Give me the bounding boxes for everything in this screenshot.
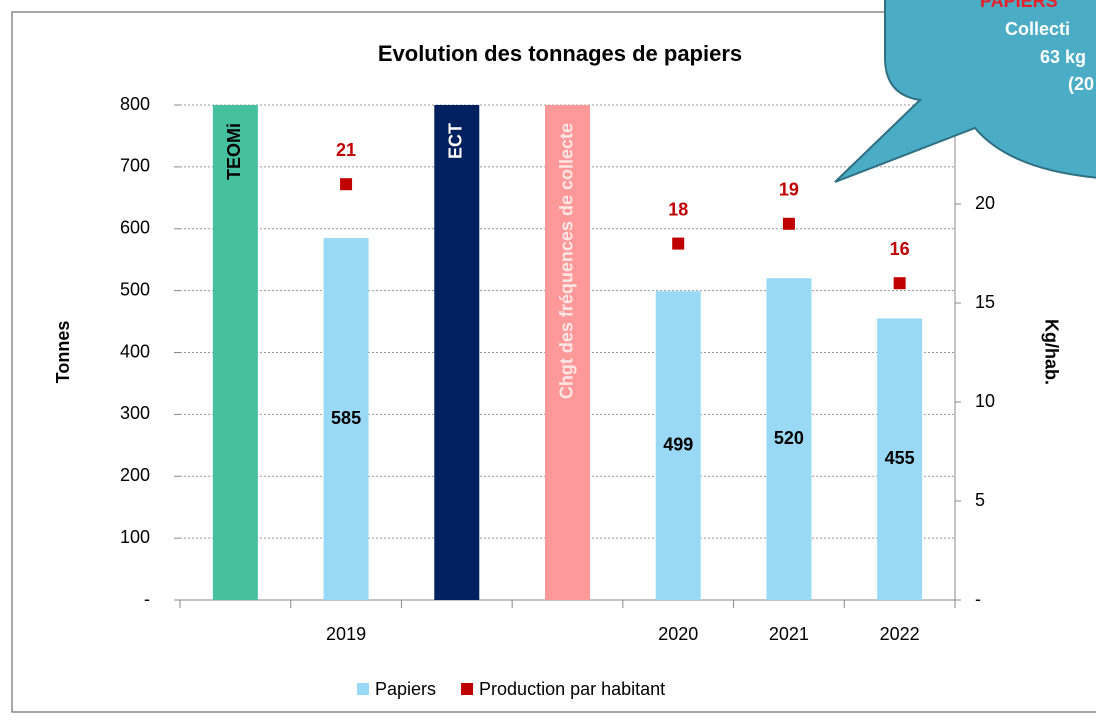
- marker: [672, 237, 685, 250]
- bar-value-label: 520: [774, 428, 804, 448]
- y2-tick-label: 20: [975, 193, 995, 213]
- callout: PAPIERS Collecti 63 kg (20: [834, 0, 1096, 183]
- bar-value-label: 585: [331, 408, 361, 428]
- callout-bubble: [834, 0, 1096, 183]
- x-tick-label: 2021: [769, 624, 809, 644]
- marker-value-label: 19: [779, 180, 799, 200]
- bar: [766, 278, 812, 600]
- chart-title: Evolution des tonnages de papiers: [378, 41, 742, 66]
- legend-label: Papiers: [375, 679, 436, 699]
- y-axis-label: Tonnes: [53, 321, 73, 384]
- y-tick-label: 600: [120, 218, 150, 238]
- callout-text: Collecti: [1005, 19, 1070, 39]
- event-label: Chgt des fréquences de collecte: [556, 123, 576, 399]
- y-tick-label: 500: [120, 279, 150, 299]
- legend-swatch: [357, 683, 369, 695]
- y2-tick-label: -: [975, 589, 981, 609]
- y-tick-label: 300: [120, 403, 150, 423]
- marker-value-label: 18: [668, 199, 688, 219]
- callout-text: 63 kg: [1040, 47, 1086, 67]
- x-tick-label: 2019: [326, 624, 366, 644]
- marker: [782, 217, 795, 230]
- bar: [877, 318, 923, 600]
- callout-text: PAPIERS: [980, 0, 1058, 11]
- y2-tick-label: 15: [975, 292, 995, 312]
- x-tick-label: 2020: [658, 624, 698, 644]
- bar: [323, 238, 369, 600]
- y-tick-label: 200: [120, 465, 150, 485]
- event-bar: [212, 105, 258, 600]
- y2-tick-label: 10: [975, 391, 995, 411]
- callout-text: (20: [1068, 74, 1094, 94]
- bar-value-label: 499: [663, 434, 693, 454]
- marker: [340, 178, 353, 191]
- marker-value-label: 16: [890, 239, 910, 259]
- legend-swatch: [461, 683, 474, 695]
- x-tick-label: 2022: [880, 624, 920, 644]
- y-tick-label: -: [144, 589, 150, 609]
- y2-tick-label: 5: [975, 490, 985, 510]
- event-label: TEOMi: [224, 123, 244, 180]
- y-tick-label: 800: [120, 94, 150, 114]
- y-tick-label: 700: [120, 156, 150, 176]
- event-bar: [545, 105, 590, 600]
- marker: [893, 277, 906, 290]
- y2-axis-label: Kg/hab.: [1041, 319, 1061, 385]
- bar-value-label: 455: [885, 448, 915, 468]
- y-tick-label: 400: [120, 341, 150, 361]
- event-bar: [434, 105, 480, 600]
- y-tick-label: 100: [120, 527, 150, 547]
- legend-label: Production par habitant: [479, 679, 665, 699]
- event-label: ECT: [446, 123, 466, 159]
- bar: [655, 291, 701, 600]
- marker-value-label: 21: [336, 140, 356, 160]
